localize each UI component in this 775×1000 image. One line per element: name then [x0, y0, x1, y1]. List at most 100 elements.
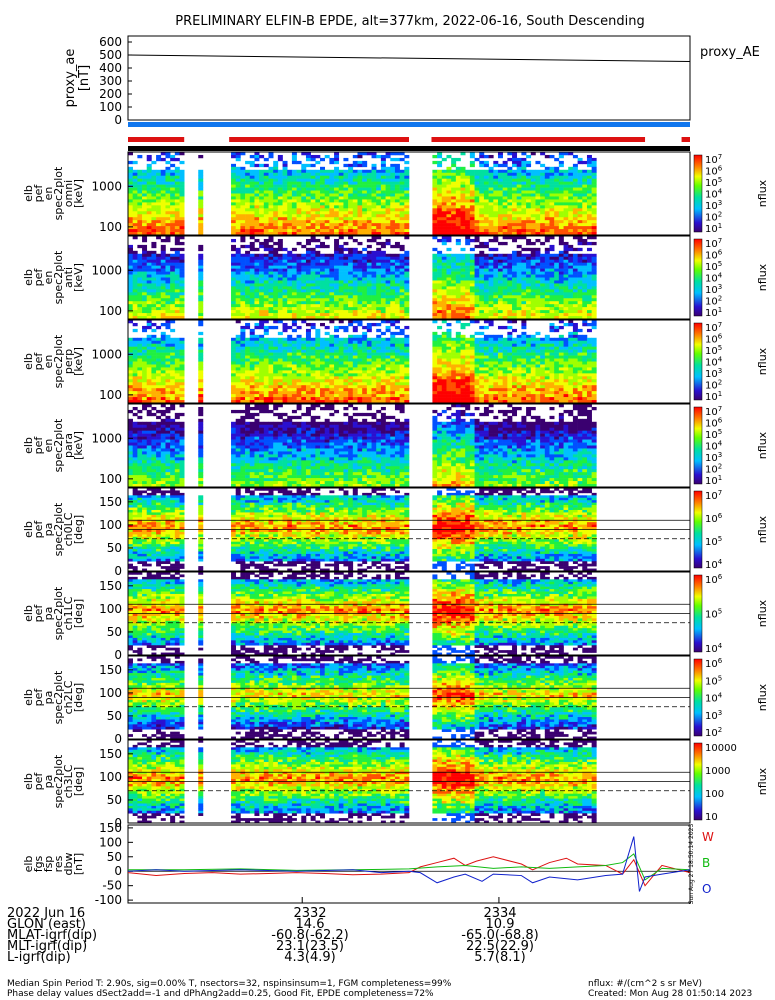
- heatmap-cell: [530, 301, 536, 305]
- heatmap-cell: [137, 223, 143, 227]
- heatmap-cell: [483, 193, 489, 197]
- heatmap-cell: [254, 238, 260, 243]
- coverage-bar-blue: [128, 122, 690, 127]
- heatmap-cell: [385, 307, 391, 311]
- heatmap-cell: [231, 229, 237, 233]
- heatmap-cell: [540, 190, 546, 194]
- heatmap-cell: [151, 244, 157, 249]
- heatmap-cell: [146, 220, 152, 224]
- heatmap-cell: [301, 292, 307, 296]
- heatmap-cell: [254, 277, 260, 281]
- heatmap-cell: [156, 223, 162, 227]
- heatmap-cell: [259, 361, 265, 365]
- heatmap-cell: [142, 202, 148, 206]
- heatmap-cell: [366, 190, 372, 194]
- heatmap-cell: [474, 208, 480, 212]
- heatmap-cell: [198, 202, 204, 206]
- heatmap-cell: [558, 175, 564, 179]
- heatmap-cell: [516, 226, 522, 230]
- heatmap-cell: [488, 262, 494, 266]
- heatmap-cell: [437, 211, 443, 215]
- heatmap-cell: [301, 196, 307, 200]
- heatmap-cell: [305, 307, 311, 311]
- heatmap-cell: [526, 247, 532, 252]
- heatmap-cell: [474, 298, 480, 302]
- heatmap-cell: [259, 304, 265, 308]
- heatmap-cell: [282, 196, 288, 200]
- heatmap-cell: [291, 328, 297, 333]
- heatmap-cell: [348, 289, 354, 293]
- heatmap-cell: [404, 169, 410, 174]
- heatmap-cell: [198, 184, 204, 188]
- heatmap-cell: [287, 358, 293, 362]
- heatmap-cell: [399, 211, 405, 215]
- heatmap-cell: [151, 208, 157, 212]
- heatmap-cell: [329, 253, 335, 258]
- heatmap-cell: [170, 232, 176, 236]
- heatmap-cell: [535, 262, 541, 266]
- heatmap-cell: [235, 295, 241, 299]
- heatmap-cell: [432, 247, 438, 252]
- heatmap-cell: [273, 211, 279, 215]
- heatmap-cell: [320, 202, 325, 206]
- heatmap-cell: [371, 256, 377, 261]
- heatmap-cell: [324, 184, 330, 188]
- heatmap-cell: [591, 265, 597, 269]
- heatmap-cell: [357, 205, 363, 209]
- heatmap-cell: [240, 379, 246, 383]
- heatmap-cell: [259, 337, 265, 342]
- heatmap-cell: [540, 214, 546, 218]
- heatmap-cell: [310, 238, 316, 243]
- heatmap-cell: [521, 262, 527, 266]
- heatmap-cell: [174, 283, 180, 287]
- heatmap-cell: [521, 152, 527, 156]
- heatmap-cell: [254, 361, 260, 365]
- heatmap-cell: [305, 292, 311, 296]
- heatmap-cell: [352, 232, 358, 236]
- heatmap-cell: [146, 202, 152, 206]
- heatmap-cell: [376, 307, 382, 311]
- heatmap-cell: [240, 152, 246, 156]
- heatmap-cell: [483, 298, 489, 302]
- heatmap-cell: [160, 322, 166, 327]
- heatmap-cell: [128, 274, 133, 278]
- heatmap-cell: [343, 313, 349, 317]
- heatmap-cell: [128, 337, 133, 342]
- heatmap-cell: [254, 229, 260, 233]
- heatmap-cell: [343, 262, 349, 266]
- heatmap-cell: [530, 316, 536, 320]
- heatmap-cell: [432, 184, 438, 188]
- heatmap-cell: [526, 310, 532, 314]
- heatmap-cell: [554, 286, 560, 290]
- heatmap-cell: [483, 289, 489, 293]
- heatmap-cell: [362, 310, 368, 314]
- heatmap-cell: [371, 274, 377, 278]
- heatmap-cell: [165, 202, 171, 206]
- heatmap-cell: [268, 286, 274, 290]
- heatmap-cell: [165, 397, 171, 401]
- heatmap-cell: [526, 226, 532, 230]
- heatmap-cell: [165, 301, 171, 305]
- heatmap-cell: [273, 241, 279, 246]
- heatmap-cell: [549, 304, 555, 308]
- heatmap-cell: [128, 376, 133, 380]
- heatmap-cell: [334, 154, 340, 159]
- heatmap-cell: [441, 172, 447, 177]
- heatmap-cell: [165, 313, 171, 317]
- heatmap-cell: [301, 298, 307, 302]
- heatmap-cell: [474, 217, 480, 221]
- heatmap-cell: [549, 256, 555, 261]
- heatmap-cell: [231, 316, 237, 320]
- heatmap-cell: [488, 301, 494, 305]
- heatmap-cell: [320, 307, 325, 311]
- heatmap-cell: [151, 250, 157, 255]
- heatmap-cell: [259, 367, 265, 371]
- heatmap-cell: [474, 187, 480, 191]
- heatmap-cell: [142, 298, 148, 302]
- heatmap-cell: [497, 220, 503, 224]
- heatmap-cell: [324, 217, 330, 221]
- heatmap-cell: [343, 304, 349, 308]
- heatmap-cell: [156, 196, 162, 200]
- heatmap-cell: [165, 352, 171, 356]
- heatmap-cell: [151, 181, 157, 185]
